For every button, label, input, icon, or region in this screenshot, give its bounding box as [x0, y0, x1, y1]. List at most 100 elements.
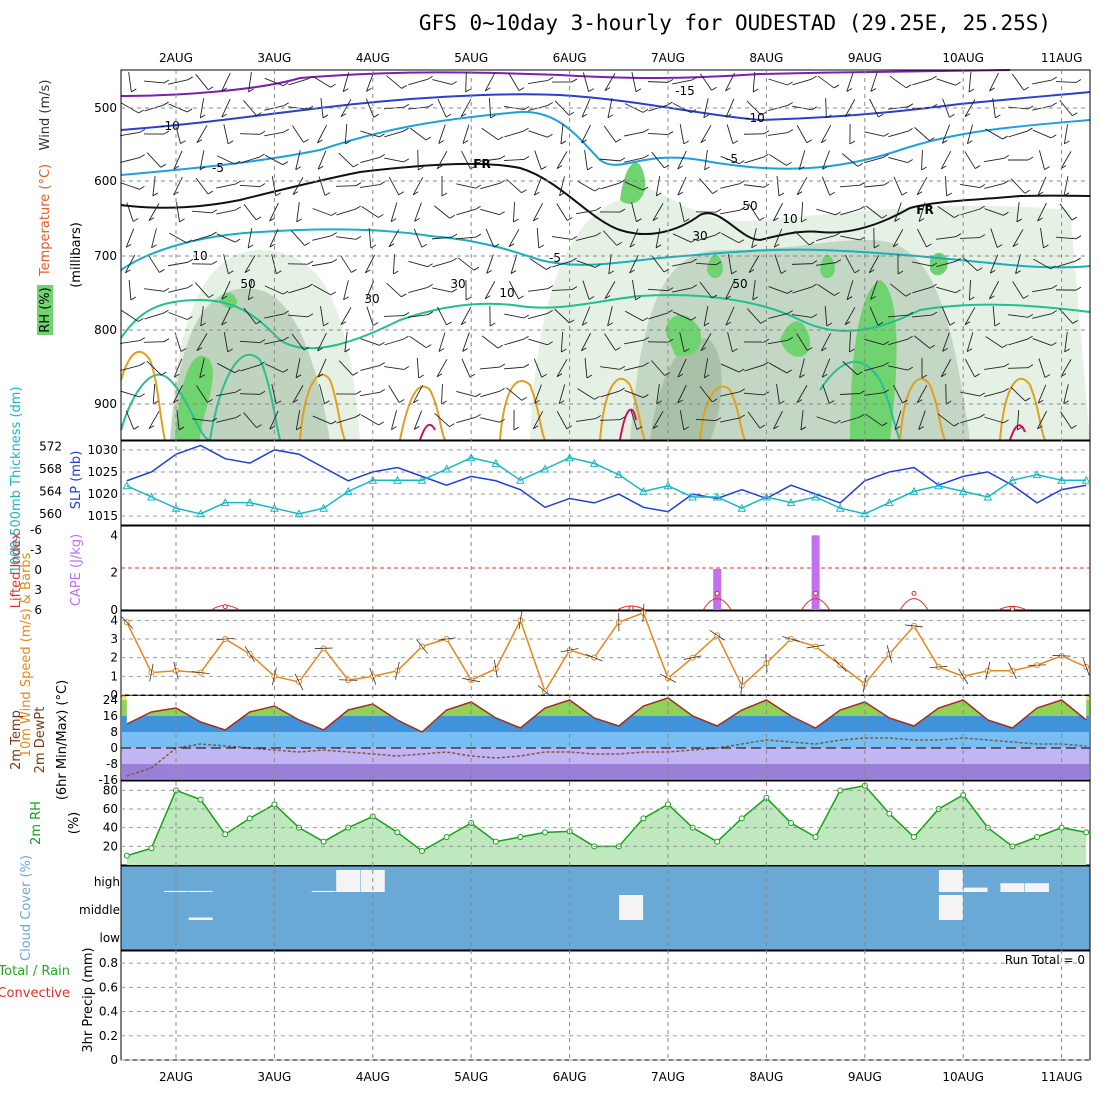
wind-barb-flag: [234, 369, 241, 374]
wind-barb: [168, 261, 188, 267]
wind-barb-flag: [929, 344, 936, 349]
wind-barb-flag: [561, 348, 567, 353]
wind10-barb: [862, 674, 867, 693]
wind-barb-flag: [282, 290, 289, 295]
wind-barb: [388, 385, 400, 403]
wind-barb: [151, 228, 157, 248]
cloud-bar-middle: [938, 895, 963, 920]
wind-barb: [846, 72, 854, 92]
wind-barb-flag: [499, 155, 506, 160]
wind-barb: [317, 150, 327, 170]
wind-barb-flag: [811, 260, 818, 265]
bottom-day-axis: 2AUG 3AUG 4AUG 5AUG 6AUG 7AUG 8AUG 9AUG 10AUG 11A…: [159, 1070, 1082, 1084]
wind10-barb: [369, 667, 377, 685]
wind-barb-flag: [800, 426, 807, 431]
thickness-tick: 560: [39, 507, 62, 521]
wind-barb-flag: [275, 400, 282, 405]
wind-barb-flag: [283, 102, 289, 107]
wind-barb: [655, 228, 661, 248]
wind-barb-flag: [787, 336, 794, 341]
wind-barb-flag: [801, 218, 807, 223]
wind-barb: [438, 332, 446, 352]
wind-barb: [360, 365, 380, 371]
wind-barb-flag: [642, 108, 649, 113]
wind-barb: [748, 255, 760, 273]
wind-barb: [461, 358, 471, 378]
wind-barb: [1064, 332, 1068, 352]
wind-barb: [816, 262, 836, 266]
wind-barb-flag: [255, 320, 262, 325]
wind-barb: [221, 306, 231, 326]
wind-barb: [559, 176, 565, 196]
wind-barb-flag: [1075, 286, 1082, 291]
cloud-tick-high: high: [94, 875, 120, 889]
wind-barb-flag: [907, 159, 913, 163]
wind-barb: [629, 254, 639, 274]
wind-barb: [173, 150, 183, 170]
run-total-label: Run Total = 0: [1005, 953, 1085, 967]
wind-barb-flag: [763, 338, 770, 343]
wind-barb: [768, 313, 788, 319]
pressure-tick: 600: [94, 174, 117, 188]
wind-barb-flag: [849, 140, 856, 145]
wind-barb-flag: [968, 88, 975, 93]
wind-barb: [504, 313, 524, 319]
thickness-label: 1000-500mb Thickness (dm): [9, 386, 24, 573]
wind10-tick: 3: [110, 632, 118, 646]
day-label-top: 3AUG: [257, 51, 291, 65]
wind-barb-flag: [619, 365, 626, 370]
wind-barb: [221, 280, 231, 300]
wind-barb-flag: [292, 399, 299, 404]
wind-barb-flag: [763, 153, 769, 158]
wind10-barb: [985, 661, 991, 680]
wind-barb-flag: [691, 76, 698, 81]
wind-barb: [173, 384, 183, 404]
wind-barb: [584, 358, 588, 378]
wind-barb: [744, 156, 764, 164]
wind-barb-flag: [907, 366, 914, 371]
wind-barb: [384, 130, 404, 138]
wind-barb: [196, 333, 208, 351]
wind-barb: [849, 331, 851, 353]
wind-barb: [1012, 281, 1024, 299]
wind-barb-flag: [138, 318, 144, 322]
wind-barb: [335, 185, 357, 187]
wind-barb-flag: [513, 218, 519, 223]
thickness-line-point: [220, 498, 230, 507]
wind-barb: [554, 308, 570, 324]
rh2m-line-point: [419, 848, 425, 854]
wind-barb-flag: [949, 321, 956, 326]
wind-barb: [992, 305, 996, 327]
wind-barb-flag: [739, 180, 745, 185]
cloud-bar-high: [311, 890, 336, 892]
wind-barb: [584, 150, 588, 170]
wind-barb-flag: [643, 154, 649, 159]
temp-tick: 0: [110, 741, 118, 755]
wind-barb-flag: [180, 348, 187, 352]
wind-barb-flag: [1024, 189, 1031, 194]
cloud-tick-middle: middle: [79, 903, 120, 917]
thickness-line-point: [1008, 475, 1017, 484]
wind-barb-flag: [979, 184, 986, 188]
wind-barb-flag: [425, 136, 432, 141]
wind10-barb: [314, 647, 333, 649]
cape-label: CAPE (J/kg): [69, 534, 84, 606]
wind-barb-flag: [979, 392, 986, 397]
wind-barb-flag: [523, 127, 529, 132]
wind-barb: [1040, 228, 1044, 248]
wind-barb: [247, 280, 253, 300]
wind-barb-flag: [894, 218, 900, 222]
wind-barb-flag: [221, 321, 227, 326]
wind-barb: [340, 307, 352, 325]
wind-barb-flag: [1003, 419, 1009, 424]
wind-barb: [985, 336, 1003, 348]
wind-barb: [966, 124, 974, 144]
wind-barb-flag: [683, 140, 690, 145]
wind-barb-flag: [523, 363, 530, 368]
wind-barb: [792, 286, 812, 294]
thickness-line-point: [639, 486, 648, 495]
thickness-line-point: [343, 486, 353, 495]
wind-barb-flag: [255, 216, 262, 221]
wind-barb: [752, 71, 756, 93]
day-label-bottom: 3AUG: [257, 1070, 291, 1084]
